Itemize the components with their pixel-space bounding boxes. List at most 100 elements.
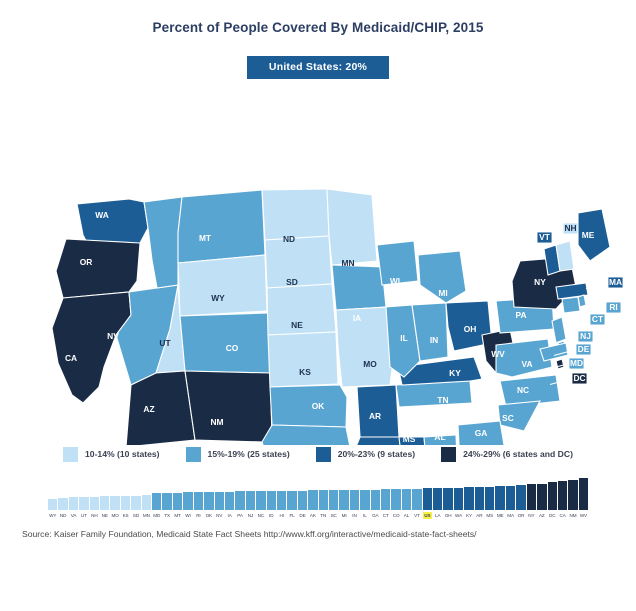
bar-column[interactable] [443,476,453,510]
state-shape-wy[interactable] [177,254,268,317]
bar-column[interactable] [308,476,318,510]
bar-column[interactable] [464,476,474,510]
bar-column[interactable] [474,476,485,510]
bar-column[interactable] [578,476,589,510]
bar-column[interactable] [58,476,68,510]
state-shape-sc[interactable] [497,400,541,432]
bar-column[interactable] [360,476,370,510]
state-shape-il[interactable] [385,304,421,378]
bar-column[interactable] [172,476,183,510]
state-shape-mt[interactable] [177,189,266,264]
bar-column[interactable] [276,476,287,510]
state-shape-id[interactable] [143,196,183,289]
bar-column[interactable] [495,476,505,510]
bar-column[interactable] [297,476,308,510]
state-shape-nd[interactable] [261,188,330,241]
bar-column[interactable] [557,476,568,510]
state-shape-md[interactable] [539,342,569,362]
state-shape-me[interactable] [577,208,611,262]
bar-column[interactable] [412,476,422,510]
bar-column[interactable] [401,476,412,510]
state-shape-ct[interactable] [561,296,581,314]
state-shape-sd[interactable] [264,235,333,289]
state-shape-ms[interactable] [398,436,428,445]
bar-column[interactable] [48,476,58,510]
bar-column[interactable] [162,476,172,510]
bar-column[interactable] [256,476,266,510]
bar-column[interactable] [183,476,193,510]
state-shape-nj[interactable] [551,316,567,344]
state-shape-mn[interactable] [326,188,378,266]
bar-column[interactable] [422,476,433,510]
bar-column[interactable] [547,476,557,510]
bar-column[interactable] [235,476,245,510]
state-shape-az[interactable] [125,370,196,445]
bar-label: IN [352,512,357,518]
state-shape-va[interactable] [495,338,553,378]
bar-label: WI [185,512,191,518]
bar-column[interactable] [204,476,214,510]
callout-box-vt[interactable] [536,231,553,244]
state-shape-tx[interactable] [261,424,352,445]
bar-column[interactable] [120,476,131,510]
state-shape-mi[interactable] [417,250,467,304]
bar-column[interactable] [516,476,526,510]
state-shape-la[interactable] [352,436,404,445]
state-shape-dc[interactable] [555,358,565,370]
state-shape-wa[interactable] [76,198,149,253]
bar-column[interactable] [152,476,162,510]
state-shape-ma[interactable] [555,282,589,300]
bar-column[interactable] [453,476,464,510]
callout-box-de[interactable] [575,343,592,356]
state-shape-wi[interactable] [376,240,419,286]
bar-column[interactable] [349,476,360,510]
state-shape-oh[interactable] [445,300,493,352]
bar-column[interactable] [381,476,391,510]
bar-column[interactable] [214,476,224,510]
bar-column[interactable] [339,476,349,510]
bar-column[interactable] [245,476,256,510]
bar-column[interactable] [370,476,380,510]
state-shape-ga[interactable] [457,420,506,445]
callout-label-vt: VT [539,232,551,242]
callout-box-nh[interactable] [562,222,579,235]
state-shape-nc[interactable] [499,374,561,408]
state-shape-ks[interactable] [267,331,339,388]
state-shape-ky[interactable] [397,356,483,386]
legend-label: 10-14% (10 states) [85,449,160,460]
bar-column[interactable] [537,476,547,510]
bar-column[interactable] [526,476,537,510]
bar-column[interactable] [391,476,401,510]
callout-box-dc[interactable] [571,372,588,385]
state-shape-or[interactable] [55,238,141,299]
bar-column[interactable] [287,476,297,510]
bar-column[interactable] [433,476,443,510]
bar-column[interactable] [79,476,89,510]
bar-column[interactable] [100,476,110,510]
bar-column[interactable] [141,476,152,510]
state-shape-nm[interactable] [184,370,273,443]
state-shape-nh[interactable] [555,240,575,272]
callout-box-md[interactable] [568,357,585,370]
state-shape-al[interactable] [423,434,458,445]
callout-box-nj[interactable] [577,330,594,343]
bar-column[interactable] [110,476,120,510]
state-shape-ca[interactable] [51,291,132,404]
bar-column[interactable] [89,476,100,510]
bar-column[interactable] [568,476,578,510]
callout-box-ma[interactable] [607,276,624,289]
bar-column[interactable] [318,476,328,510]
bar-column[interactable] [505,476,516,510]
bar-column[interactable] [131,476,141,510]
state-shape-ia[interactable] [331,264,387,311]
callout-box-ct[interactable] [589,313,606,326]
state-shape-ok[interactable] [269,384,348,428]
bar-column[interactable] [224,476,235,510]
bar-column[interactable] [193,476,204,510]
callout-box-ri[interactable] [605,301,622,314]
bar-column[interactable] [328,476,339,510]
bar-column[interactable] [68,476,79,510]
state-shape-in[interactable] [411,302,449,362]
bar-column[interactable] [266,476,276,510]
bar-column[interactable] [485,476,495,510]
